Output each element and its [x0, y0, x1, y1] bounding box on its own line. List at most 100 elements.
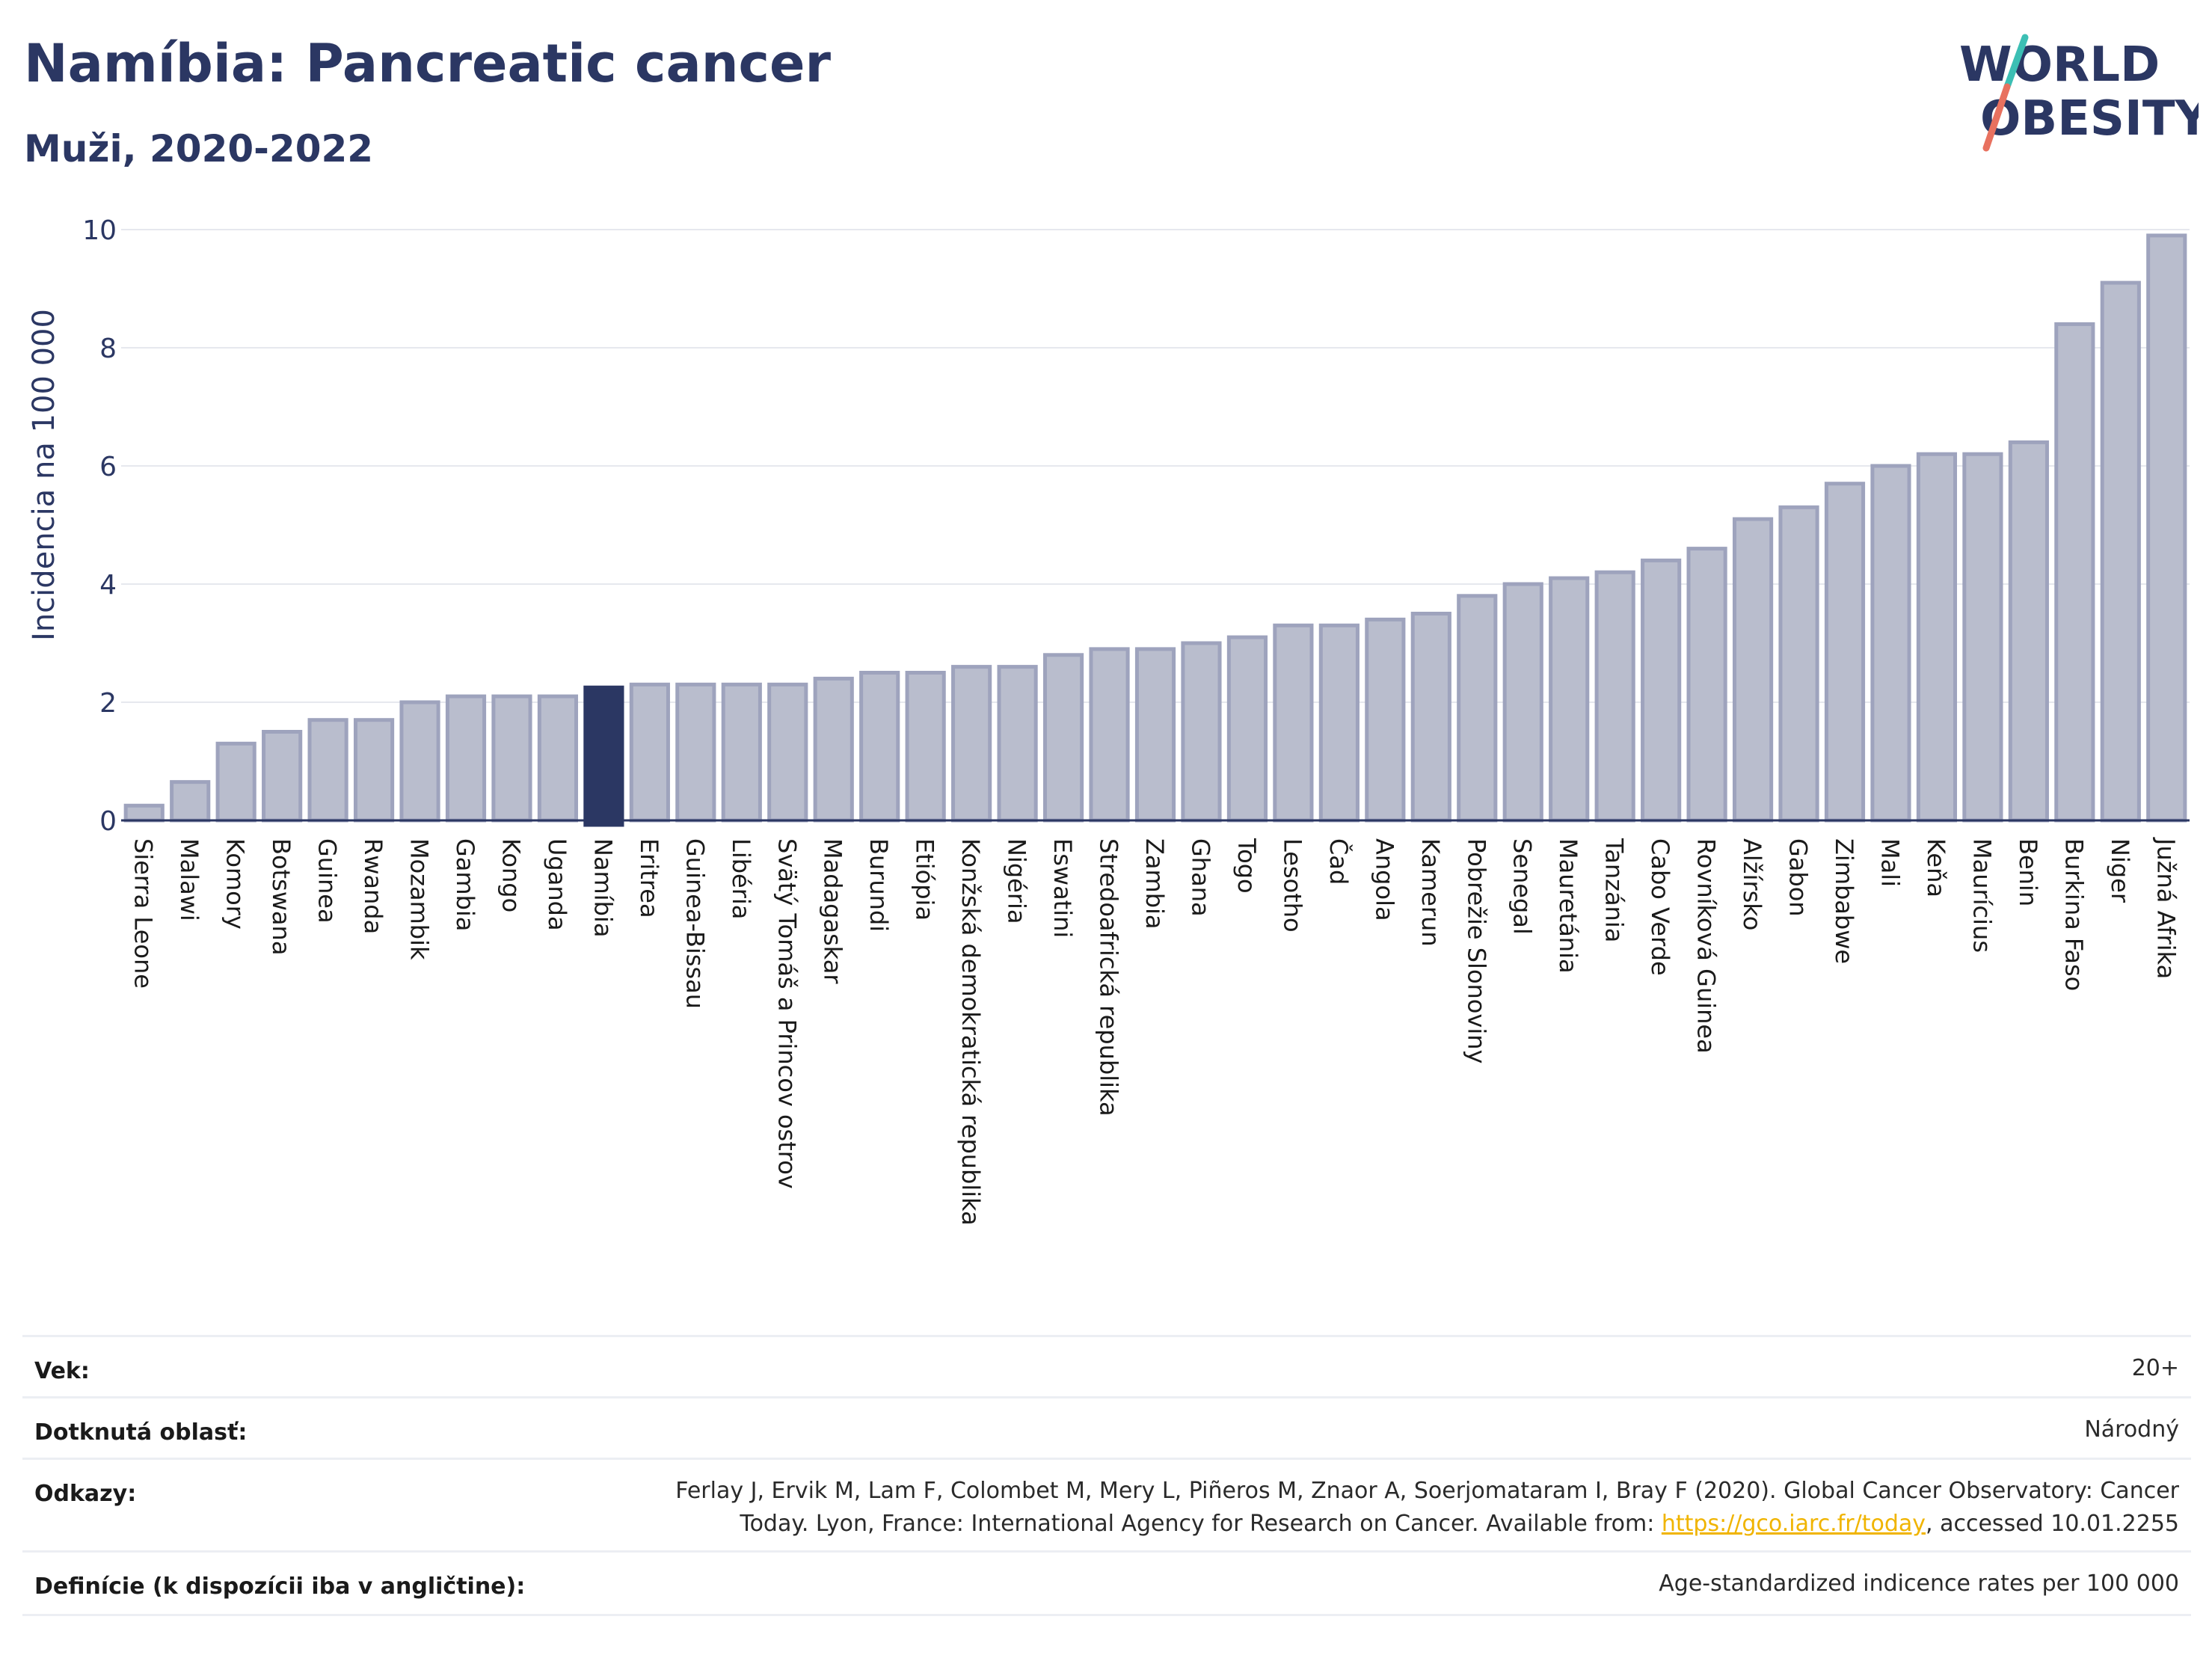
bar-komory[interactable] [215, 741, 256, 823]
bar-etiópia[interactable] [905, 671, 946, 823]
logo-line2: OBESITY [1980, 91, 2199, 147]
x-tick-label: Cabo Verde [1646, 838, 1674, 976]
x-tick-label: Madagaskar [819, 838, 847, 984]
bar-botswana[interactable] [262, 730, 303, 823]
bar-guinea[interactable] [307, 718, 348, 823]
x-tick-label: Maurícius [1967, 838, 1996, 953]
bar-libéria[interactable] [721, 682, 762, 823]
bar-rovníková-guinea[interactable] [1686, 547, 1727, 823]
bar-lesotho[interactable] [1273, 623, 1314, 823]
bar-mali[interactable] [1870, 464, 1911, 823]
bar-zambia[interactable] [1134, 647, 1176, 823]
bar-chart: 0 2 4 6 8 10 Incidencia na 100 000 Sierra Leo… [27, 215, 2190, 1226]
x-tick-label: Eswatini [1048, 838, 1077, 938]
y-tick-label: 10 [82, 215, 117, 246]
bar-namíbia[interactable] [583, 685, 624, 827]
x-tick-label: Senegal [1508, 838, 1537, 935]
y-tick-label: 8 [99, 334, 117, 364]
bar-keňa[interactable] [1916, 452, 1958, 823]
meta-refs-line1: Ferlay J, Ervik M, Lam F, Colombet M, Me… [675, 1478, 2179, 1504]
x-tick-label: Alžírsko [1738, 838, 1766, 930]
x-tick-label: Uganda [543, 838, 571, 931]
bar-burkina-faso[interactable] [2054, 322, 2095, 823]
bar-cabo-verde[interactable] [1641, 558, 1682, 823]
x-tick-label: Komory [221, 838, 250, 930]
bar-zimbabwe[interactable] [1824, 482, 1866, 823]
bar-južná-afrika[interactable] [2146, 233, 2187, 823]
x-tick-label: Mauretánia [1554, 838, 1582, 974]
bar-togo[interactable] [1226, 635, 1268, 823]
x-tick-label: Botswana [267, 838, 295, 955]
bar-niger[interactable] [2100, 280, 2141, 823]
bar-čad[interactable] [1318, 623, 1360, 823]
x-tick-label: Rwanda [359, 838, 387, 934]
meta-def-label: Definície (k dispozícii iba v angličtine… [34, 1573, 526, 1600]
x-tick-label: Gambia [451, 838, 479, 931]
bar-madagaskar[interactable] [813, 676, 854, 823]
x-tick-label: Svätý Tomáš a Princov ostrov [772, 838, 801, 1189]
bar-angola[interactable] [1365, 617, 1406, 823]
bar-kamerun[interactable] [1410, 612, 1451, 823]
x-tick-label: Rovníková Guinea [1692, 838, 1721, 1054]
x-tick-label: Zimbabwe [1830, 838, 1858, 964]
x-tick-label: Zambia [1140, 838, 1169, 930]
x-tick-label: Benin [2014, 838, 2042, 906]
y-tick-label: 4 [99, 570, 117, 601]
bar-stredoafrická-republika[interactable] [1089, 647, 1130, 823]
x-tick-label: Gabon [1784, 838, 1813, 917]
x-tick-label: Kongo [497, 838, 525, 912]
x-tick-label: Sierra Leone [129, 838, 158, 989]
meta-def-value: Age-standardized indicence rates per 100… [1659, 1570, 2179, 1597]
bar-benin[interactable] [2008, 440, 2049, 823]
x-tick-label: Burkina Faso [2059, 838, 2088, 991]
x-tick-label: Nigéria [1003, 838, 1031, 924]
y-tick-label: 0 [99, 806, 117, 837]
x-tick-label: Libéria [727, 838, 755, 919]
x-tick-label: Niger [2106, 838, 2134, 903]
x-tick-label: Etiópia [911, 838, 939, 921]
x-tick-label: Mali [1875, 838, 1904, 887]
bar-uganda[interactable] [537, 694, 579, 823]
bar-maurícius[interactable] [1962, 452, 2003, 823]
logo-line1: WORLD [1959, 37, 2160, 93]
bar-pobrežie-slonoviny[interactable] [1457, 594, 1498, 823]
bar-malawi[interactable] [170, 780, 211, 823]
meta-refs-link[interactable]: https://gco.iarc.fr/today [1661, 1511, 1926, 1537]
x-tick-label: Konžská demokratická republika [956, 838, 985, 1226]
x-tick-label: Burundi [864, 838, 893, 932]
bar-mauretánia[interactable] [1549, 576, 1590, 823]
bar-sierra-leone[interactable] [123, 803, 165, 823]
bar-ghana[interactable] [1181, 641, 1222, 823]
x-tick-label: Eritrea [635, 838, 663, 918]
bar-nigéria[interactable] [997, 665, 1038, 823]
bar-eritrea[interactable] [629, 682, 670, 823]
world-obesity-logo: WORLD OBESITY [1959, 34, 2199, 152]
bar-guinea-bissau[interactable] [675, 682, 716, 823]
x-tick-label: Tanzánia [1600, 838, 1629, 942]
x-tick-label: Malawi [175, 838, 203, 921]
x-tick-label: Čad [1324, 838, 1354, 885]
bar-burundi[interactable] [859, 671, 900, 823]
x-tick-label: Stredoafrická republika [1095, 838, 1123, 1117]
bar-konžská-demokratická-republika[interactable] [951, 665, 992, 823]
x-tick-label: Keňa [1922, 838, 1950, 897]
x-tick-label: Togo [1232, 838, 1261, 894]
y-tick-label: 6 [99, 452, 117, 482]
x-tick-label: Pobrežie Slonoviny [1462, 838, 1490, 1063]
bar-senegal[interactable] [1502, 582, 1543, 823]
x-tick-label: Guinea [313, 838, 342, 924]
bar-svätý-tomáš-a-princov-ostrov[interactable] [767, 682, 808, 823]
bar-gabon[interactable] [1778, 505, 1819, 823]
x-tick-label: Kamerun [1416, 838, 1445, 947]
bar-kongo[interactable] [491, 694, 532, 823]
bar-eswatini[interactable] [1042, 653, 1084, 823]
bar-mozambik[interactable] [399, 700, 440, 823]
x-tick-label: Angola [1370, 838, 1398, 921]
x-tick-label: Namíbia [589, 838, 617, 937]
bar-rwanda[interactable] [353, 718, 395, 823]
meta-row-age: Vek: 20+ [22, 1335, 2191, 1398]
bar-tanzánia[interactable] [1594, 570, 1635, 823]
bar-alžírsko[interactable] [1732, 517, 1774, 823]
page-title: Namíbia: Pancreatic cancer [24, 33, 832, 94]
bar-gambia[interactable] [445, 694, 487, 823]
